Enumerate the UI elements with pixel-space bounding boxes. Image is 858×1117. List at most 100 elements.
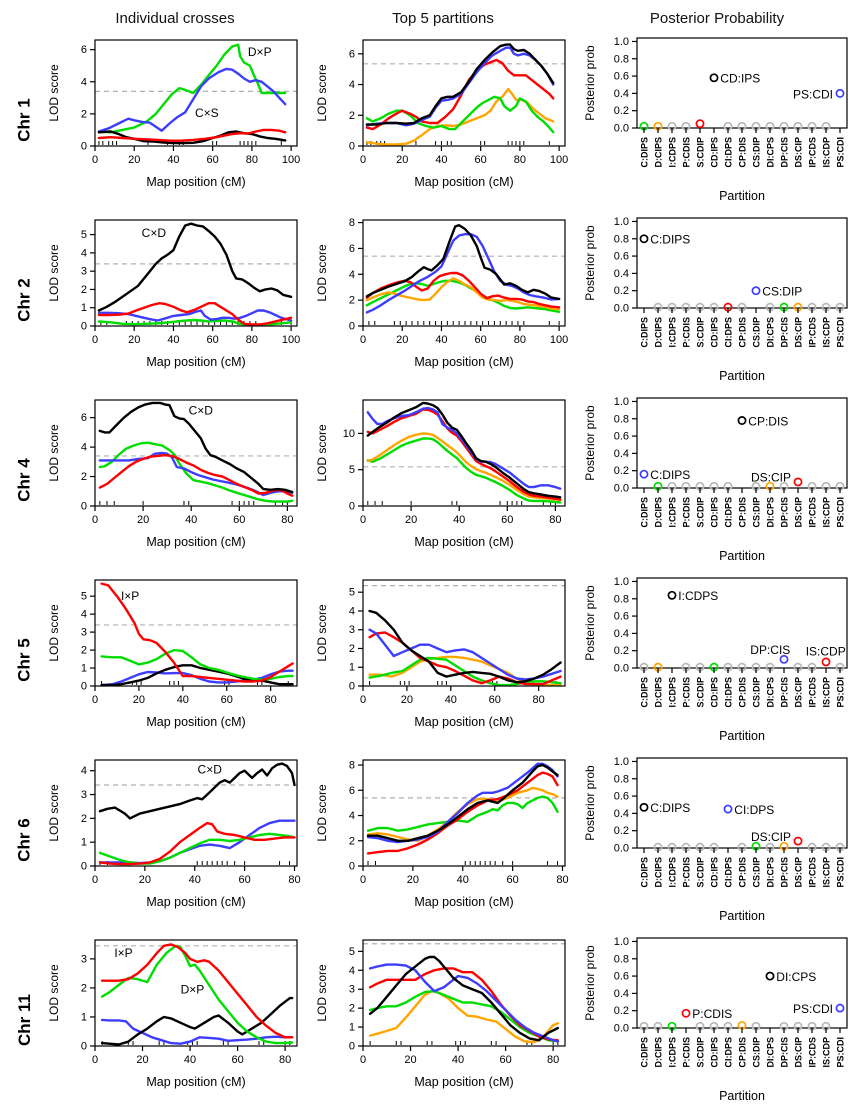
svg-text:40: 40 [167, 334, 179, 346]
column-headers: Individual crosses Top 5 partitions Post… [5, 6, 858, 30]
svg-text:40: 40 [435, 154, 447, 166]
svg-text:1.0: 1.0 [614, 396, 629, 408]
svg-text:0: 0 [92, 694, 98, 706]
series-blue [100, 1018, 294, 1045]
posterior-annotation: PS:CDI [793, 1002, 833, 1016]
svg-text:3: 3 [81, 789, 87, 801]
svg-text:2: 2 [81, 813, 87, 825]
panel-individual-crosses: 0 20 40 60 80 0 1 2 3 I×P D×P Map position (cM) LOD … [45, 930, 305, 1110]
row-chr-4: Chr 4 0 20 40 60 80 0 2 4 6 C×D Map position (cM) LO… [5, 390, 858, 570]
lod-plot-individual-chr-11: 0 20 40 60 80 0 1 2 3 I×P D×P Map position (cM) LOD … [47, 939, 298, 1089]
svg-text:40: 40 [189, 874, 201, 886]
lod-plot-individual-chr-6: 0 20 40 60 80 0 1 2 3 4 C×D Map position (cM) LOD sc… [47, 759, 301, 909]
svg-text:0: 0 [81, 1041, 87, 1053]
y-axis-label: Posterior prob [583, 405, 597, 481]
y-axis-label: LOD score [47, 244, 61, 302]
y-axis-label: LOD score [315, 424, 329, 482]
curve-label: C×D [142, 226, 167, 240]
panel-top5-partitions: 0 20 40 60 80 100 0 2 4 6 8 Map position (cM) LOD sc… [313, 210, 573, 390]
column-title-top5-partitions: Top 5 partitions [392, 9, 494, 27]
series-red [98, 453, 294, 497]
svg-text:0: 0 [92, 154, 98, 166]
partition-tick-label: IP:CDS [808, 1037, 818, 1068]
svg-text:20: 20 [396, 334, 408, 346]
x-axis-label: Map position (cM) [146, 895, 245, 909]
partition-tick-label: IP:CDS [808, 857, 818, 888]
posterior-point-C:DIPS [639, 802, 649, 812]
svg-text:4: 4 [81, 442, 87, 454]
partition-tick-label: D:CIPS [654, 137, 664, 168]
svg-text:0.4: 0.4 [614, 808, 629, 820]
svg-text:20: 20 [396, 154, 408, 166]
lod-plot-top5-chr-11: 0 20 40 60 80 0 1 2 3 4 5 Map position (cM) LOD scor… [315, 939, 566, 1089]
svg-text:60: 60 [475, 334, 487, 346]
series-orange [366, 786, 559, 843]
series-green [366, 437, 562, 504]
svg-text:60: 60 [499, 1054, 511, 1066]
svg-text:0.4: 0.4 [614, 628, 629, 640]
partition-tick-label: CI:DPS [724, 497, 734, 528]
svg-text:20: 20 [133, 694, 145, 706]
svg-text:0.6: 0.6 [614, 251, 629, 263]
y-axis-label: LOD score [47, 604, 61, 662]
posterior-annotation: P:CDIS [692, 1007, 732, 1021]
y-axis-label: LOD score [47, 784, 61, 842]
svg-text:80: 80 [281, 514, 293, 526]
svg-text:0: 0 [349, 141, 355, 153]
partition-tick-label: CS:DIP [752, 857, 762, 888]
plot-grid: Chr 1 0 20 40 60 80 100 0 2 4 6 D×P C×S Map position … [5, 30, 858, 1110]
series-red [97, 301, 293, 326]
posterior-point-IS:CDP [821, 657, 831, 667]
svg-text:4: 4 [81, 76, 87, 88]
partition-tick-label: DP:CIS [780, 497, 790, 528]
partition-tick-label: I:CDPS [668, 857, 678, 888]
svg-text:40: 40 [184, 1054, 196, 1066]
partition-tick-label: I:CDPS [668, 317, 678, 348]
svg-text:2: 2 [349, 110, 355, 122]
partition-tick-label: CS:DIP [752, 497, 762, 528]
svg-text:1: 1 [81, 302, 87, 314]
posterior-annotation: DP:CIS [750, 643, 790, 657]
partition-tick-label: P:CDIS [682, 857, 692, 888]
svg-text:0.0: 0.0 [614, 303, 629, 315]
svg-text:0: 0 [360, 874, 366, 886]
partition-tick-label: DP:CIS [780, 1037, 790, 1068]
x-axis-label: Map position (cM) [414, 535, 513, 549]
svg-text:0.8: 0.8 [614, 53, 629, 65]
svg-text:40: 40 [452, 1054, 464, 1066]
svg-text:5: 5 [349, 464, 355, 476]
svg-text:3: 3 [81, 627, 87, 639]
series-green [100, 944, 294, 1045]
svg-text:6: 6 [349, 48, 355, 60]
svg-text:0.0: 0.0 [614, 663, 629, 675]
svg-text:3: 3 [349, 984, 355, 996]
posterior-plot-chr-11: 0.0 0.2 0.4 0.6 0.8 1.0 C:DIPS D:CIPS I:CDPS P:CD… [583, 936, 848, 1103]
svg-text:0: 0 [92, 1054, 98, 1066]
chromosome-label: Chr 2 [5, 210, 45, 390]
svg-text:1: 1 [349, 1022, 355, 1034]
lod-plot-top5-chr-2: 0 20 40 60 80 100 0 2 4 6 8 Map position (cM) LOD sc… [315, 217, 568, 369]
y-axis-label: LOD score [315, 964, 329, 1022]
x-axis-label: Map position (cM) [414, 355, 513, 369]
partition-tick-label: PS:CDI [836, 857, 846, 888]
x-axis-label: Map position (cM) [414, 175, 513, 189]
lod-plot-individual-chr-4: 0 20 40 60 80 0 2 4 6 C×D Map position (cM) LOD sco… [47, 399, 298, 549]
x-axis-label: Map position (cM) [146, 355, 245, 369]
panel-individual-crosses: 0 20 40 60 80 0 1 2 3 4 5 I×P Map position (cM) LOD s… [45, 570, 305, 750]
partition-tick-label: CI:DPS [724, 677, 734, 708]
svg-text:0.8: 0.8 [614, 593, 629, 605]
svg-text:4: 4 [81, 765, 87, 777]
posterior-point-C:DIPS [639, 234, 649, 244]
panel-top5-partitions: 0 20 40 60 80 0 5 10 Map position (cM) LOD score [313, 390, 573, 570]
svg-text:20: 20 [139, 874, 151, 886]
series-blue [97, 309, 293, 322]
partition-tick-label: DP:CIS [780, 857, 790, 888]
partition-tick-label: PS:CDI [836, 1037, 846, 1068]
chromosome-label: Chr 6 [5, 750, 45, 930]
posterior-plot-chr-6: 0.0 0.2 0.4 0.6 0.8 1.0 C:DIPS D:CIPS I:CDPS P:CD… [583, 756, 848, 923]
panel-posterior-probability: 0.0 0.2 0.4 0.6 0.8 1.0 C:DIPS D:CIPS I:CDPS P:CD… [581, 210, 853, 390]
row-chr-11: Chr 11 0 20 40 60 80 0 1 2 3 I×P D×P Map position (c… [5, 930, 858, 1110]
chromosome-label: Chr 11 [5, 930, 45, 1110]
series-black [365, 43, 555, 126]
svg-text:80: 80 [246, 334, 258, 346]
